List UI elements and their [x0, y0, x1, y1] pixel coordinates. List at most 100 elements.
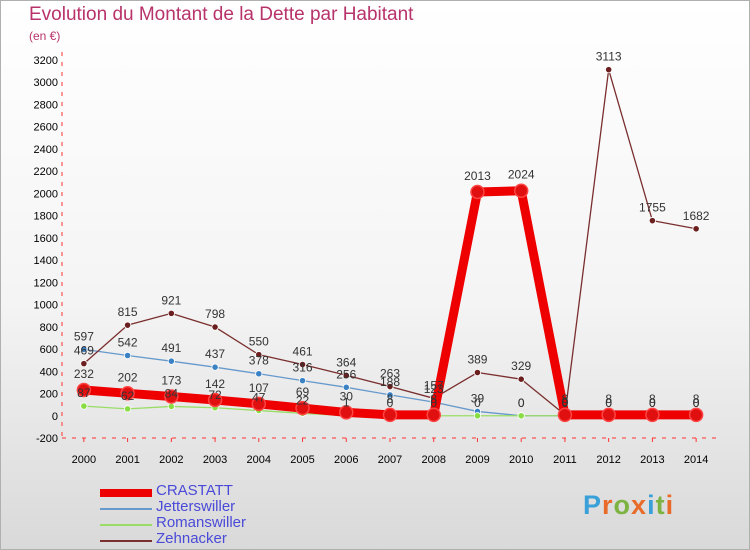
data-label: 469 [74, 344, 94, 358]
data-point [342, 371, 350, 379]
legend-label: Romanswiller [156, 514, 247, 531]
logo-letter: i [647, 490, 656, 520]
data-label: 542 [118, 336, 138, 350]
chart-axes: -200020040060080010001200140016001800200… [34, 52, 718, 466]
x-tick-label: 2010 [509, 454, 533, 466]
data-label: 0 [605, 396, 612, 410]
y-tick-label: 1600 [34, 233, 58, 245]
y-tick-label: 1200 [34, 277, 58, 289]
data-label: 22 [296, 393, 310, 407]
data-point [386, 391, 394, 399]
x-tick-label: 2009 [465, 454, 489, 466]
y-tick-label: 2400 [34, 144, 58, 156]
x-tick-label: 2000 [72, 454, 96, 466]
data-label: 157 [424, 378, 444, 392]
data-point [473, 412, 482, 420]
data-point [342, 383, 350, 391]
data-label: 84 [165, 386, 179, 400]
data-point [426, 407, 441, 423]
data-point [605, 66, 613, 74]
data-label: 0 [649, 396, 656, 410]
logo-letter: i [665, 490, 675, 520]
data-label: 62 [121, 389, 135, 403]
x-tick-label: 2013 [640, 454, 664, 466]
y-tick-label: 1800 [34, 211, 58, 223]
x-tick-label: 2011 [553, 454, 577, 466]
data-point [255, 351, 263, 359]
data-point [255, 370, 263, 378]
y-tick-label: 200 [40, 389, 58, 401]
data-point [124, 321, 132, 329]
data-point [251, 396, 267, 412]
data-label: 597 [74, 329, 94, 343]
data-label: 378 [249, 354, 269, 368]
y-tick-label: 3200 [34, 55, 58, 67]
legend-label: CRASTATT [156, 482, 233, 499]
data-point [601, 407, 616, 423]
data-label: 329 [511, 359, 531, 373]
data-label: 256 [336, 367, 356, 381]
y-tick-label: 1000 [34, 300, 58, 312]
data-label: 364 [336, 355, 356, 369]
data-label: 263 [380, 367, 400, 381]
data-point [298, 377, 307, 385]
data-label: 9 [562, 395, 569, 409]
data-label: 0 [693, 396, 700, 410]
data-label: 921 [161, 293, 181, 307]
data-label: 8 [430, 392, 437, 406]
data-label: 8 [649, 392, 656, 406]
data-point [76, 382, 92, 398]
data-point [295, 400, 310, 416]
data-point [211, 323, 219, 331]
data-label: 2024 [508, 168, 535, 182]
chart-title: Evolution du Montant de la Dette par Hab… [29, 4, 414, 25]
data-label: 8 [562, 392, 569, 406]
data-label: 0 [562, 396, 569, 410]
legend-swatch [100, 508, 152, 510]
data-label: 69 [296, 385, 310, 399]
data-label: 8 [605, 392, 612, 406]
data-label: 1755 [639, 201, 666, 215]
series-line-zehnacker [83, 69, 697, 416]
data-label: 815 [118, 305, 138, 319]
y-tick-label: 2800 [34, 99, 58, 111]
data-point [517, 375, 525, 383]
x-tick-label: 2006 [334, 454, 358, 466]
data-point [80, 402, 88, 410]
data-label: 142 [205, 377, 225, 391]
data-labels: 87 62 84 72 47 22 1 0 0 0 0 0 0 0 0 597 542 491 437 378 316 2… [74, 50, 710, 410]
y-tick-label: 2600 [34, 122, 58, 134]
data-label: 0 [518, 396, 525, 410]
legend-swatch [100, 524, 152, 526]
data-label: 47 [252, 391, 266, 405]
x-tick-label: 2003 [203, 454, 227, 466]
data-label: 87 [77, 386, 91, 400]
data-label: 437 [205, 347, 225, 361]
y-tick-label: 2200 [34, 166, 58, 178]
data-point [211, 363, 219, 371]
legend-label: Zehnacker [156, 530, 227, 547]
logo-letter: o [613, 490, 632, 520]
y-tick-label: 800 [40, 322, 58, 334]
data-label: 232 [74, 367, 94, 381]
y-tick-label: 3000 [34, 77, 58, 89]
data-point [120, 386, 135, 401]
data-point [80, 360, 88, 368]
data-point [167, 309, 175, 317]
legend-label: Jetterswiller [156, 498, 236, 515]
series-lines [76, 66, 704, 423]
data-label: 8 [387, 392, 394, 406]
data-label: 8 [693, 392, 700, 406]
legend-swatch [100, 489, 152, 497]
y-tick-label: 1400 [34, 255, 58, 267]
data-label: 0 [605, 396, 612, 410]
x-tick-label: 2008 [421, 454, 445, 466]
chart-subtitle: (en €) [29, 29, 61, 43]
data-label: 0 [387, 396, 394, 410]
x-tick-label: 2001 [115, 454, 139, 466]
data-label: 550 [249, 335, 269, 349]
y-tick-label: 0 [52, 411, 58, 423]
data-point [298, 360, 307, 369]
